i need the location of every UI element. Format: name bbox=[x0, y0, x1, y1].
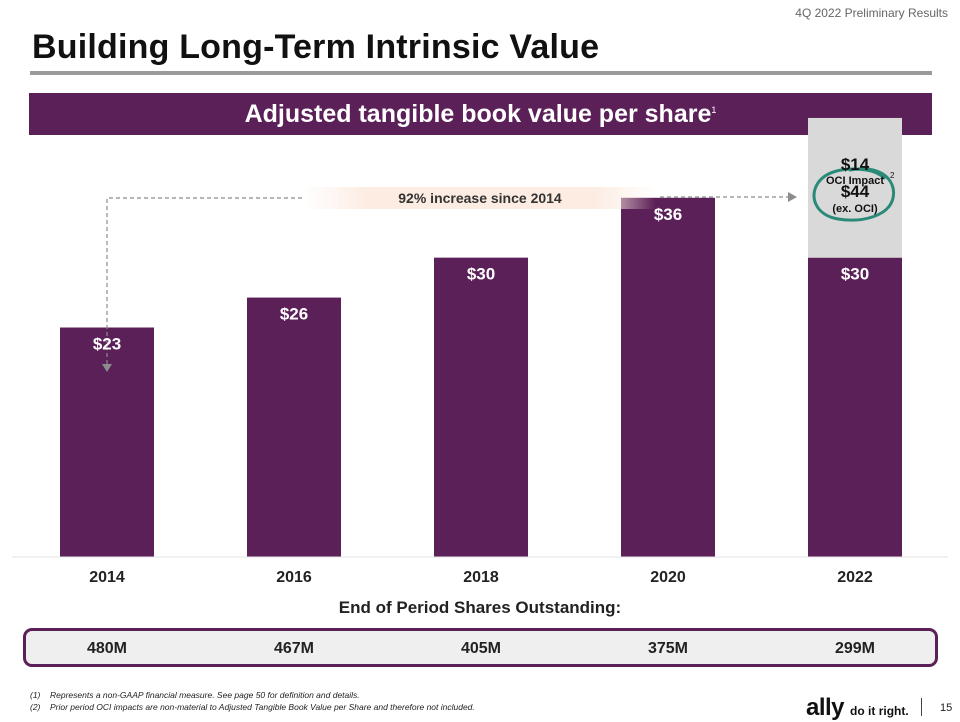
footnote: (1) Represents a non-GAAP financial measu… bbox=[30, 690, 360, 700]
logo-brand: ally bbox=[806, 694, 845, 721]
title-divider bbox=[30, 71, 932, 75]
x-tick-2014: 2014 bbox=[89, 569, 125, 586]
shares-box bbox=[23, 628, 938, 667]
bar-2020 bbox=[621, 197, 715, 558]
share-value-2018: 405M bbox=[460, 640, 502, 657]
total-2022-note: (ex. OCI) bbox=[832, 203, 878, 215]
shares-title: End of Period Shares Outstanding: bbox=[338, 598, 622, 617]
oci-impact-label: OCI Impact bbox=[826, 175, 884, 187]
oci-bar-2022 bbox=[808, 117, 902, 258]
bar-label-2020: $36 bbox=[654, 205, 682, 224]
ally-logo: ally do it right. bbox=[806, 694, 909, 722]
arrow-to-2014 bbox=[106, 197, 302, 366]
logo-tagline: do it right. bbox=[850, 704, 909, 718]
x-tick-2022: 2022 bbox=[837, 569, 873, 586]
logo-divider bbox=[921, 698, 922, 716]
total-2022-value: $44 bbox=[841, 182, 870, 201]
arrow-head-2022 bbox=[788, 192, 797, 202]
oci-value-label: $14 bbox=[841, 155, 870, 174]
banner-title: Adjusted tangible book value per share bbox=[244, 99, 712, 128]
share-value-2020: 375M bbox=[647, 640, 689, 657]
page-title: Building Long-Term Intrinsic Value bbox=[32, 28, 600, 66]
increase-annotation: 92% increase since 2014 bbox=[305, 187, 655, 209]
share-value-2022: 299M bbox=[834, 640, 876, 657]
bar-2018 bbox=[434, 257, 528, 557]
banner-superscript: 1 bbox=[711, 105, 717, 115]
share-value-2014: 480M bbox=[86, 640, 128, 657]
footnotes: (1) Represents a non-GAAP financial measu… bbox=[30, 689, 475, 713]
footnote: (2) Prior period OCI impacts are non-mate… bbox=[30, 702, 475, 712]
bar-label-2022: $30 bbox=[841, 265, 869, 284]
bar-2022 bbox=[808, 257, 902, 557]
bar-2016 bbox=[247, 297, 341, 557]
arrow-head-2014 bbox=[102, 364, 112, 372]
x-tick-2018: 2018 bbox=[463, 569, 499, 586]
x-tick-2020: 2020 bbox=[650, 569, 686, 586]
bar-label-2016: $26 bbox=[280, 305, 308, 324]
bar-label-2018: $30 bbox=[467, 265, 495, 284]
chart-banner: Adjusted tangible book value per share 1 bbox=[29, 93, 932, 135]
share-value-2016: 467M bbox=[273, 640, 315, 657]
x-tick-2016: 2016 bbox=[276, 569, 312, 586]
header-label: 4Q 2022 Preliminary Results bbox=[795, 6, 948, 20]
bar-label-2014: $23 bbox=[93, 335, 121, 354]
page-number: 15 bbox=[940, 702, 953, 714]
oci-superscript: 2 bbox=[890, 171, 895, 180]
highlight-circle bbox=[812, 167, 896, 222]
